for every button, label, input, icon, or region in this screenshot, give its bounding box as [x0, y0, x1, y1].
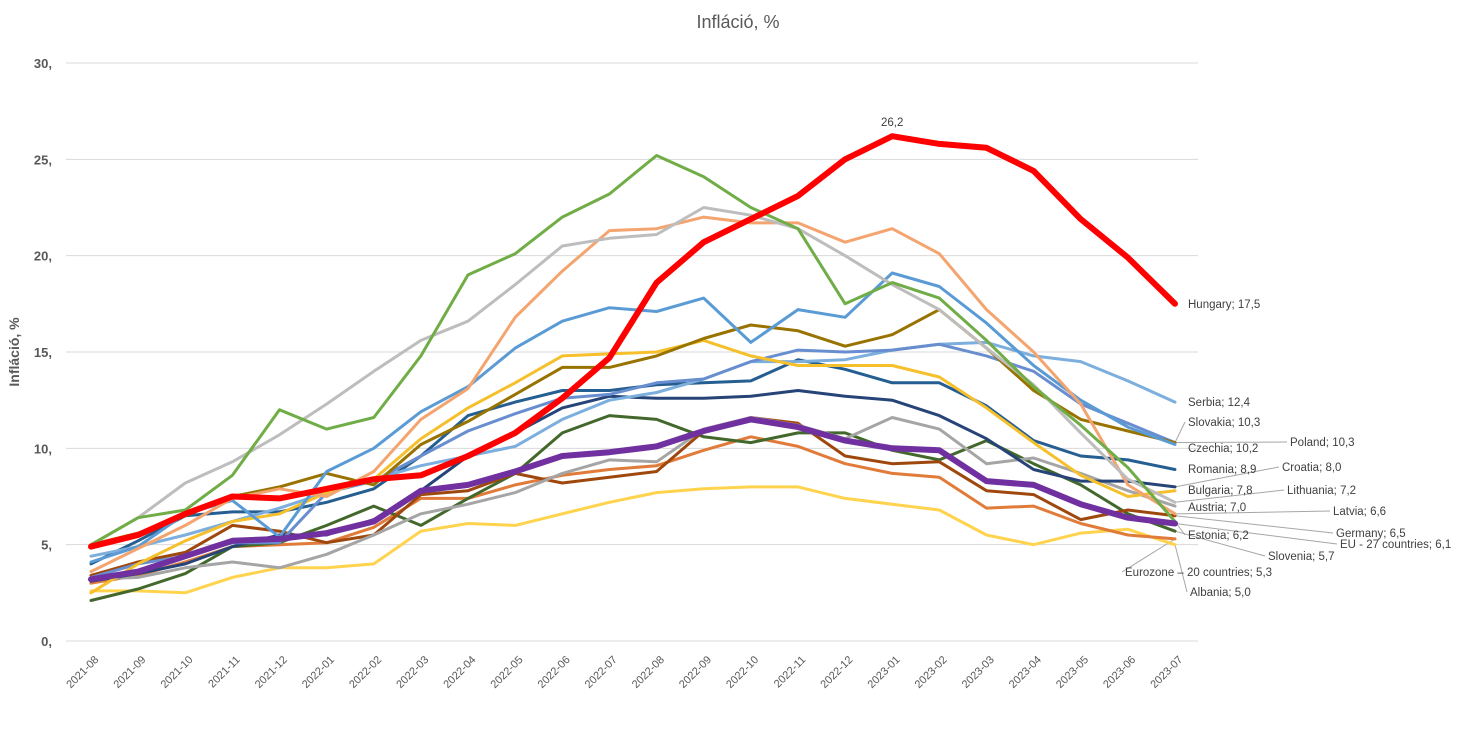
x-tick-label: 2022-12	[818, 654, 855, 691]
y-tick-label: 5,	[41, 538, 52, 553]
end-label: Serbia; 12,4	[1188, 397, 1251, 409]
y-axis-label: Infláció, %	[6, 317, 22, 387]
x-tick-label: 2022-10	[724, 654, 761, 691]
end-label: Czechia; 10,2	[1188, 443, 1258, 455]
x-tick-label: 2022-09	[677, 654, 714, 691]
series-line-albania	[89, 485, 1177, 595]
x-tick-label: 2021-09	[111, 654, 148, 691]
end-label: Germany; 6,5	[1336, 528, 1406, 540]
leader-line	[1174, 489, 1285, 503]
series-line-latvia	[89, 215, 1177, 574]
x-tick-label: 2021-12	[253, 654, 290, 691]
y-axis-ticks: 0, 5, 10, 15, 20, 25, 30,	[34, 56, 52, 649]
series-line-eu-27-countries	[88, 416, 1178, 583]
x-tick-label: 2021-08	[64, 654, 101, 691]
end-label: Slovenia; 5,7	[1268, 551, 1335, 563]
x-tick-label: 2022-08	[630, 654, 667, 691]
series-line-czechia	[89, 271, 1177, 564]
x-tick-label: 2022-02	[347, 654, 384, 691]
end-label: Eurozone – 20 countries; 5,3	[1125, 567, 1272, 579]
label-leader-lines	[1121, 421, 1338, 593]
x-tick-label: 2022-07	[583, 654, 620, 691]
series-line-lithuania	[89, 206, 1177, 547]
series-line-eurozone-20-countries	[89, 435, 1177, 585]
x-tick-label: 2022-01	[300, 654, 337, 691]
series-line-slovakia	[89, 342, 1177, 579]
series-line-hungary	[88, 133, 1178, 550]
x-tick-label: 2022-11	[772, 654, 808, 690]
y-tick-label: 25,	[34, 152, 52, 167]
end-label: EU - 27 countries; 6,1	[1340, 539, 1451, 551]
leader-line	[1121, 538, 1176, 573]
x-axis-ticks: 2021-08 2021-09 2021-10 2021-11 2021-12 2022-…	[64, 654, 1185, 691]
end-label: Poland; 10,3	[1290, 437, 1355, 449]
x-tick-label: 2021-11	[206, 654, 242, 690]
annotations: 26,2	[881, 117, 903, 129]
y-tick-label: 10,	[34, 441, 52, 456]
x-tick-label: 2023-07	[1148, 654, 1185, 691]
leader-line	[1174, 441, 1288, 444]
end-label: Latvia; 6,6	[1333, 506, 1386, 518]
x-tick-label: 2022-04	[441, 654, 478, 691]
y-tick-label: 0,	[41, 634, 52, 649]
x-tick-label: 2022-03	[394, 654, 431, 691]
leader-line	[1174, 544, 1188, 593]
x-tick-label: 2023-03	[960, 654, 997, 691]
end-label: Romania; 8,9	[1188, 464, 1256, 476]
end-label: Lithuania; 7,2	[1287, 485, 1356, 497]
peak-data-label: 26,2	[881, 117, 903, 129]
x-tick-label: 2023-05	[1054, 654, 1091, 691]
x-tick-label: 2021-10	[159, 654, 196, 691]
series-line-serbia	[89, 340, 1177, 558]
series-line-estonia	[89, 154, 1177, 547]
y-tick-label: 15,	[34, 345, 52, 360]
leader-line	[1174, 522, 1338, 545]
x-tick-label: 2023-04	[1007, 654, 1044, 691]
x-tick-label: 2023-01	[866, 654, 903, 691]
leader-line	[1174, 466, 1280, 488]
series-lines	[88, 133, 1178, 602]
x-tick-label: 2022-06	[536, 654, 573, 691]
chart-title: Infláció, %	[696, 12, 779, 32]
end-label: Croatia; 8,0	[1282, 462, 1341, 474]
end-label: Hungary; 17,5	[1188, 299, 1260, 311]
x-tick-label: 2022-05	[489, 654, 526, 691]
y-tick-label: 30,	[34, 56, 52, 71]
leader-line	[1174, 530, 1266, 557]
leader-line	[1174, 421, 1186, 443]
end-label: Austria; 7,0	[1188, 502, 1246, 514]
y-tick-label: 20,	[34, 249, 52, 264]
end-label: Slovakia; 10,3	[1188, 417, 1260, 429]
x-tick-label: 2023-06	[1101, 654, 1138, 691]
end-labels: Albania; 5,0 Eurozone – 20 countries; 5,3…	[1125, 299, 1451, 599]
series-line-austria	[89, 416, 1177, 581]
x-tick-label: 2023-02	[913, 654, 950, 691]
series-line-bulgaria	[89, 338, 1177, 595]
end-label: Estonia; 6,2	[1188, 530, 1249, 542]
end-label: Albania; 5,0	[1190, 587, 1251, 599]
leader-line	[1174, 510, 1331, 515]
leader-line	[1174, 515, 1334, 534]
end-label: Bulgaria; 7,8	[1188, 485, 1253, 497]
